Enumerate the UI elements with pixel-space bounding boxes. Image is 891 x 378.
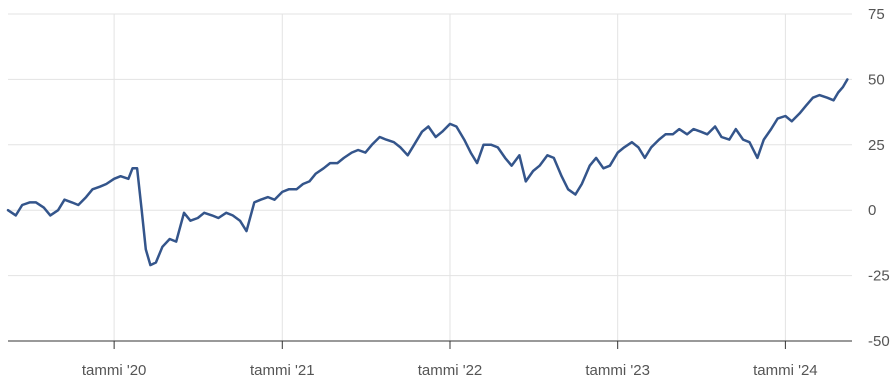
y-tick-label: 25: [868, 137, 885, 154]
x-tick-label: tammi '21: [250, 362, 315, 378]
x-tick-label: tammi '22: [418, 362, 483, 378]
series-layer: [6, 78, 849, 267]
grid-layer: [8, 13, 852, 341]
x-tick-label: tammi '20: [82, 362, 147, 378]
series-line: [6, 78, 849, 267]
x-tick-label: tammi '24: [753, 362, 818, 378]
y-tick-label: 0: [868, 202, 876, 219]
label-layer: 75 50 25 0 -25 -50 tammi '20 tammi '21 tammi '22…: [82, 6, 890, 378]
y-tick-label: 75: [868, 6, 885, 23]
y-tick-label: -25: [868, 268, 890, 285]
y-tick-label: 50: [868, 71, 885, 88]
y-tick-label: -50: [868, 333, 890, 350]
axis-layer: [8, 340, 852, 349]
x-tick-label: tammi '23: [585, 362, 650, 378]
